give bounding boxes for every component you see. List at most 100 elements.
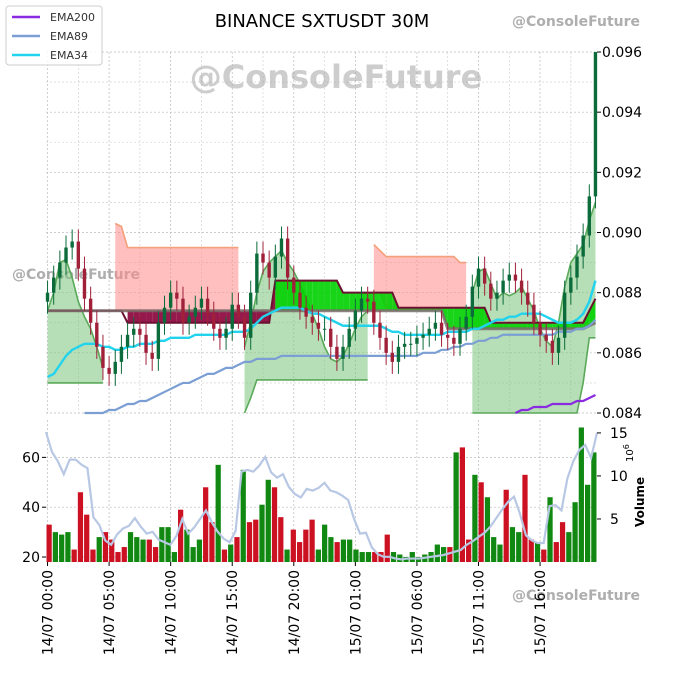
candle-body <box>119 346 124 362</box>
candle-body <box>125 334 130 347</box>
volume-bar <box>541 549 547 562</box>
volume-bar <box>59 534 65 562</box>
candle-body <box>390 352 394 362</box>
candle-body <box>544 334 548 341</box>
band-segment <box>312 280 319 311</box>
band-segment <box>330 280 337 311</box>
candle-body <box>218 328 222 338</box>
band-segment <box>146 310 153 323</box>
time-tick-label: 15/07 01:00 <box>348 570 364 655</box>
time-tick-label: 14/07 05:00 <box>102 570 118 655</box>
volume-bar <box>434 544 440 562</box>
band-segment <box>527 322 534 329</box>
candle-body <box>230 304 234 329</box>
candle-body <box>433 322 438 329</box>
volume-bar <box>209 522 215 562</box>
volume-bar <box>378 552 384 562</box>
volume-bar <box>171 552 177 562</box>
volume-right-tick-label: 15 <box>610 426 628 442</box>
volume-bar <box>359 552 365 562</box>
legend-label-ema34: EMA34 <box>50 49 88 62</box>
volume-bar <box>516 532 522 562</box>
price-tick-label: 0.094 <box>602 105 642 121</box>
candle-body <box>415 337 419 344</box>
volume-bar <box>259 504 265 562</box>
candle-body <box>168 292 173 308</box>
candle-body <box>421 334 425 338</box>
band-segment <box>386 292 393 311</box>
candle-body <box>212 313 216 329</box>
candle-body <box>513 274 518 281</box>
volume-bar <box>152 547 159 562</box>
volume-bar <box>134 537 140 562</box>
candle-body <box>495 292 499 299</box>
band-segment <box>589 298 596 326</box>
candle-body <box>101 346 105 368</box>
green-cloud <box>472 202 596 413</box>
candle-body <box>273 256 278 278</box>
ema200-line <box>514 393 596 414</box>
candle-body <box>187 316 191 323</box>
volume-bar <box>71 549 77 562</box>
band-segment <box>379 292 387 311</box>
volume-bar <box>46 524 52 562</box>
band-segment <box>170 310 177 323</box>
volume-bar <box>184 529 190 562</box>
volume-bar <box>84 514 90 562</box>
volume-bar <box>503 489 509 562</box>
ema-lines <box>47 280 597 415</box>
ema89-line <box>84 318 597 415</box>
volume-bar <box>353 549 359 562</box>
volume-bar <box>102 532 109 562</box>
candles <box>45 52 598 386</box>
band-segment <box>219 310 227 323</box>
volume-bars <box>46 427 597 562</box>
volume-bar <box>146 539 152 562</box>
candle-body <box>341 346 345 359</box>
candle-body <box>519 280 524 293</box>
volume-bar <box>278 517 284 562</box>
volume-bar <box>491 537 497 562</box>
price-tick-label: 0.086 <box>602 346 642 362</box>
candle-body <box>132 328 136 335</box>
candle-body <box>310 316 314 323</box>
volume-bar <box>534 542 541 562</box>
volume-bar <box>127 532 134 562</box>
candle-body <box>76 241 81 269</box>
band-segment <box>478 307 485 329</box>
candle-body <box>292 277 296 293</box>
candle-body <box>107 367 111 374</box>
volume-bar <box>322 524 328 562</box>
volume-bar <box>584 484 591 562</box>
candle-body <box>193 307 197 317</box>
volume-bar <box>296 542 303 562</box>
candle-body <box>538 322 542 335</box>
candle-body <box>550 340 555 353</box>
price-tick-label: 0.092 <box>602 165 642 181</box>
candle-body <box>70 241 74 248</box>
candle-body <box>489 283 493 299</box>
volume-bar <box>384 534 390 562</box>
band-segment <box>133 310 140 323</box>
candle-body <box>359 298 364 311</box>
volume-bar <box>196 539 203 562</box>
chart-title: BINANCE SXTUSDT 30M <box>215 11 430 32</box>
volume-axis: 20 40 60 5 10 15 <box>22 426 628 566</box>
candle-body <box>526 292 530 305</box>
volume-bar <box>453 452 459 562</box>
time-tick-label: 14/07 15:00 <box>225 570 241 655</box>
volume-bar <box>365 552 372 562</box>
volume-bar <box>328 537 334 562</box>
band-segment <box>324 280 331 311</box>
watermark-top-right: @ConsoleFuture <box>512 14 640 30</box>
volume-bar <box>178 509 184 562</box>
candle-body <box>458 328 462 344</box>
volume-bar <box>65 532 71 562</box>
candle-body <box>347 328 351 347</box>
volume-bar <box>265 479 271 562</box>
time-tick-label: 15/07 16:00 <box>533 570 549 655</box>
volume-right-tick-label: 10 <box>610 469 628 485</box>
green-cloud-edge-bottom <box>243 379 368 414</box>
candle-body <box>95 322 99 347</box>
watermark-center: @ConsoleFuture <box>190 58 483 96</box>
